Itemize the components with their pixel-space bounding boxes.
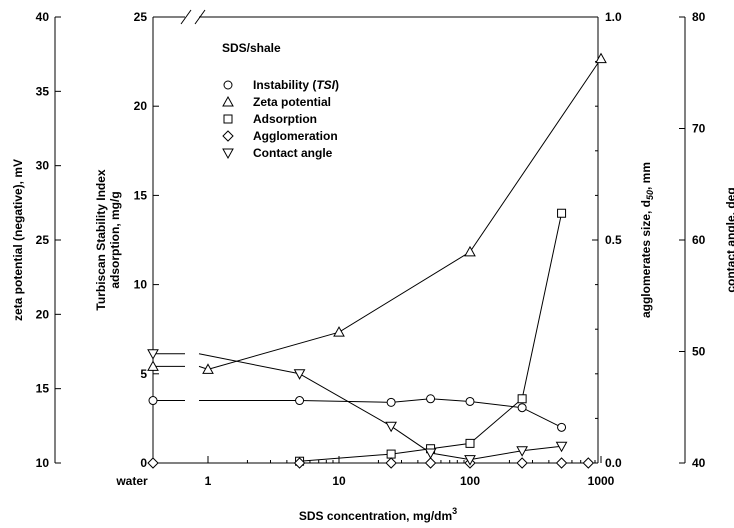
x-axis-tick-label: 10 — [332, 474, 346, 488]
series-point — [385, 421, 397, 433]
series-point — [293, 457, 306, 469]
series-point — [202, 363, 214, 374]
series-line — [207, 58, 602, 370]
chart-title: SDS/shale — [222, 41, 281, 55]
zeta-axis-tick-label: 25 — [36, 233, 50, 247]
series-point — [424, 457, 437, 469]
series-contact-angle — [147, 349, 568, 466]
contact-angle-axis-tick-label: 80 — [692, 10, 706, 24]
contact-angle-axis-tick-label: 40 — [692, 456, 706, 470]
series-point — [555, 457, 568, 469]
contact-angle-axis-tick-label: 60 — [692, 233, 706, 247]
series-water-point — [147, 349, 159, 360]
series-point — [464, 455, 476, 466]
agglomerate-axis-title: agglomerates size, d50, mm — [639, 162, 655, 318]
series-adsorption — [295, 208, 567, 466]
agglomerate-axis-tick-label: 0.5 — [605, 233, 622, 247]
series-water-point — [148, 396, 158, 406]
plot-area — [147, 52, 607, 469]
tsi-axis-tick-label: 10 — [134, 278, 148, 292]
series-instability-tsi — [148, 394, 567, 432]
series-point — [385, 457, 397, 469]
legend: Instability (TSI) Zeta potential Adsorptio… — [222, 78, 339, 160]
series-point — [424, 448, 437, 459]
tsi-axis-title-line2: adsorption, mg/g — [108, 191, 122, 288]
legend-marker — [222, 130, 234, 142]
legend-marker — [223, 80, 233, 90]
series-line — [299, 373, 562, 461]
series-water-connector — [198, 353, 300, 375]
axes-group: 10 15 20 25 30 35 40 0 5 10 15 20 25 0.0 0.5 1.0 40 50 60 7… — [11, 9, 734, 523]
x-axis-tick-label: water — [115, 474, 148, 488]
series-point — [582, 457, 595, 469]
legend-label: Zeta potential — [253, 95, 331, 109]
legend-marker — [222, 148, 234, 160]
agglomerate-axis-tick-label: 1.0 — [605, 10, 622, 24]
series-agglomeration — [147, 457, 595, 469]
tsi-axis-title-line1: Turbiscan Stability Index — [94, 169, 108, 310]
series-water-point — [147, 457, 159, 469]
series-point — [517, 394, 527, 404]
series-point — [557, 208, 567, 218]
zeta-axis-tick-label: 35 — [36, 84, 50, 98]
x-axis-tick-label: 1000 — [588, 474, 615, 488]
x-axis-break-mark — [194, 9, 206, 25]
series-point — [333, 326, 345, 337]
series-point — [517, 403, 527, 413]
series-zeta-potential — [147, 52, 607, 374]
zeta-axis-tick-label: 15 — [36, 382, 50, 396]
series-point — [555, 441, 568, 453]
series-line — [299, 213, 563, 462]
series-point — [464, 245, 476, 257]
series-point — [293, 369, 306, 380]
series-point — [516, 446, 528, 457]
zeta-axis-tick-label: 10 — [36, 456, 50, 470]
legend-label: Agglomeration — [253, 129, 338, 143]
series-line — [299, 398, 562, 428]
series-point — [595, 52, 607, 64]
series-point — [465, 438, 475, 448]
agglomerate-axis-tick-label: 0.0 — [605, 456, 622, 470]
x-axis-break-mark — [180, 9, 192, 25]
zeta-axis-tick-label: 40 — [36, 10, 50, 24]
legend-marker — [222, 95, 234, 107]
contact-angle-axis-tick-label: 70 — [692, 122, 706, 136]
tsi-axis-tick-label: 0 — [140, 456, 147, 470]
zeta-axis-title: zeta potential (negative), mV — [11, 159, 25, 321]
x-axis-tick-label: 100 — [460, 474, 480, 488]
x-axis-title: SDS concentration, mg/dm3 — [299, 506, 457, 523]
zeta-axis-tick-label: 20 — [36, 307, 50, 321]
legend-marker — [223, 114, 233, 124]
zeta-axis-tick-label: 30 — [36, 159, 50, 173]
tsi-axis-tick-label: 5 — [140, 367, 147, 381]
legend-label: Contact angle — [253, 146, 333, 160]
series-point — [386, 449, 396, 459]
series-point — [516, 457, 528, 469]
legend-label: Instability (TSI) — [253, 78, 339, 92]
legend-label: Adsorption — [253, 112, 317, 126]
contact-angle-axis-title: contact angle, deg — [724, 187, 734, 292]
series-water-point — [147, 360, 159, 371]
tsi-axis-tick-label: 20 — [134, 99, 148, 113]
tsi-axis-tick-label: 25 — [134, 10, 148, 24]
series-point — [557, 422, 567, 432]
contact-angle-axis-tick-label: 50 — [692, 345, 706, 359]
x-axis-tick-label: 1 — [205, 474, 212, 488]
series-point — [295, 396, 305, 406]
tsi-axis-tick-label: 15 — [134, 188, 148, 202]
series-point — [386, 397, 396, 407]
series-point — [426, 394, 436, 404]
series-point — [465, 396, 475, 406]
